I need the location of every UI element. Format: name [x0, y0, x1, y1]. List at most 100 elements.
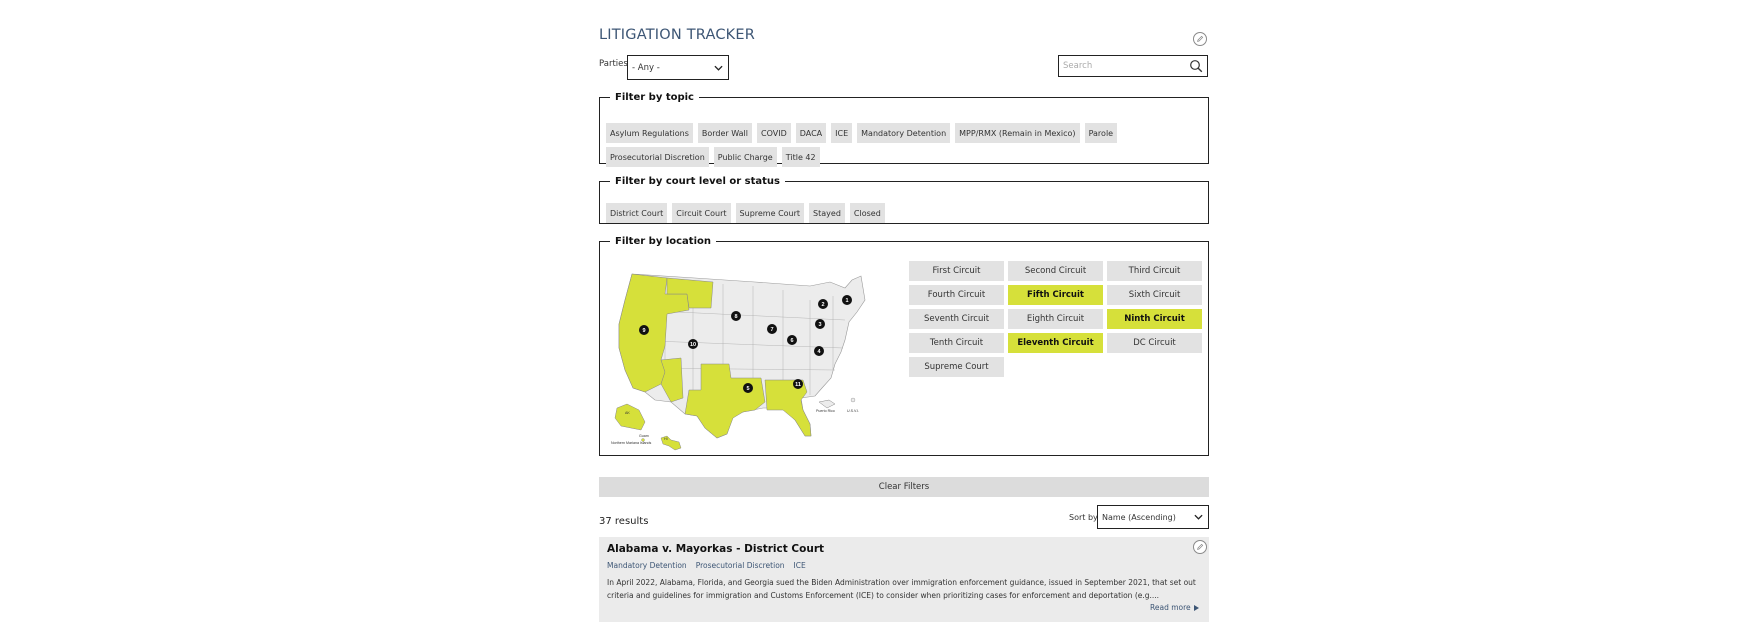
circuit-marker-10[interactable]: 10	[688, 339, 698, 349]
parties-select-value: - Any -	[632, 62, 660, 73]
map-label-nmi: Northern Mariana Islands	[611, 441, 652, 445]
circuit-button-fifth[interactable]: Fifth Circuit	[1008, 285, 1103, 305]
circuit-button-eighth[interactable]: Eighth Circuit	[1008, 309, 1103, 329]
circuit-buttons: First Circuit Second Circuit Third Circu…	[909, 261, 1202, 377]
topic-chip[interactable]: Asylum Regulations	[606, 123, 693, 143]
location-filter-legend: Filter by location	[615, 236, 711, 247]
court-chip[interactable]: Circuit Court	[672, 203, 731, 223]
chevron-down-icon	[1194, 514, 1203, 520]
circuit-marker-9-label: 9	[642, 328, 645, 334]
circuit-marker-9[interactable]: 9	[639, 325, 649, 335]
parties-label: Parties	[599, 59, 628, 69]
page-title: LITIGATION TRACKER	[599, 27, 755, 43]
pencil-icon[interactable]	[1193, 540, 1207, 554]
map-label-pr: Puerto Rico	[816, 409, 835, 413]
us-circuit-map[interactable]: AK Guam HI Northern Mariana Islands Puer…	[605, 260, 880, 463]
circuit-button-ninth[interactable]: Ninth Circuit	[1107, 309, 1202, 329]
sort-select-value: Name (Ascending)	[1102, 512, 1176, 522]
court-chip[interactable]: Stayed	[809, 203, 845, 223]
court-filter-legend: Filter by court level or status	[615, 176, 780, 187]
topic-chip[interactable]: Prosecutorial Discretion	[606, 147, 709, 167]
search-placeholder: Search	[1063, 61, 1093, 71]
map-usvi[interactable]	[850, 397, 856, 403]
circuit-marker-3[interactable]: 3	[815, 319, 825, 329]
map-hawaii[interactable]	[660, 435, 682, 451]
circuit-marker-6[interactable]: 6	[787, 335, 797, 345]
parties-select[interactable]: - Any -	[627, 55, 729, 80]
search-input[interactable]: Search	[1058, 55, 1208, 77]
circuit-marker-10-label: 10	[690, 342, 696, 348]
topic-chip[interactable]: DACA	[795, 123, 827, 143]
circuit-marker-7[interactable]: 7	[767, 324, 777, 334]
clear-filters-button[interactable]: Clear Filters	[599, 477, 1209, 497]
circuit-button-third[interactable]: Third Circuit	[1107, 261, 1202, 281]
card-tags: Mandatory Detention Prosecutorial Discre…	[607, 561, 806, 570]
topic-chip[interactable]: Mandatory Detention	[857, 123, 951, 143]
circuit-button-supreme-court[interactable]: Supreme Court	[909, 357, 1004, 377]
circuit-button-eleventh[interactable]: Eleventh Circuit	[1008, 333, 1103, 353]
court-chip[interactable]: Closed	[849, 203, 885, 223]
topic-chip[interactable]: Public Charge	[713, 147, 777, 167]
circuit-marker-1[interactable]: 1	[842, 295, 852, 305]
circuit-marker-8[interactable]: 8	[731, 311, 741, 321]
read-more-label: Read more	[1150, 603, 1191, 612]
circuit-marker-5[interactable]: 5	[743, 383, 753, 393]
card-title[interactable]: Alabama v. Mayorkas - District Court	[607, 543, 825, 555]
map-label-hi: HI	[664, 437, 668, 441]
sort-select[interactable]: Name (Ascending)	[1097, 505, 1209, 529]
map-eleventh-circuit[interactable]	[764, 379, 812, 437]
court-chip[interactable]: Supreme Court	[735, 203, 805, 223]
result-card[interactable]: Alabama v. Mayorkas - District Court Man…	[599, 537, 1209, 622]
topic-chip[interactable]: COVID	[757, 123, 791, 143]
circuit-marker-6-label: 6	[790, 338, 793, 344]
topic-chip[interactable]: Title 42	[781, 147, 820, 167]
topic-chip[interactable]: MPP/RMX (Remain in Mexico)	[955, 123, 1080, 143]
card-tag[interactable]: Mandatory Detention	[607, 561, 687, 570]
circuit-marker-2[interactable]: 2	[818, 299, 828, 309]
circuit-marker-11-label: 11	[795, 382, 801, 388]
circuit-marker-2-label: 2	[821, 302, 824, 308]
circuit-marker-5-label: 5	[746, 386, 749, 392]
circuit-button-first[interactable]: First Circuit	[909, 261, 1004, 281]
circuit-button-tenth[interactable]: Tenth Circuit	[909, 333, 1004, 353]
circuit-marker-4-label: 4	[817, 349, 821, 355]
circuit-marker-11[interactable]: 11	[793, 379, 803, 389]
circuit-button-second[interactable]: Second Circuit	[1008, 261, 1103, 281]
topic-filter: Filter by topic Asylum Regulations Borde…	[599, 92, 1209, 167]
circuit-marker-3-label: 3	[818, 322, 821, 328]
circuit-marker-4[interactable]: 4	[814, 346, 824, 356]
search-icon[interactable]	[1189, 59, 1203, 73]
map-puerto-rico[interactable]	[818, 399, 836, 409]
circuit-button-fourth[interactable]: Fourth Circuit	[909, 285, 1004, 305]
topic-chip[interactable]: Parole	[1084, 123, 1118, 143]
map-label-ak: AK	[625, 411, 630, 415]
litigation-tracker: LITIGATION TRACKER Parties - Any - Searc…	[598, 0, 1209, 622]
map-arizona[interactable]	[660, 357, 684, 403]
circuit-button-seventh[interactable]: Seventh Circuit	[909, 309, 1004, 329]
topic-filter-legend: Filter by topic	[615, 92, 694, 103]
circuit-button-dc[interactable]: DC Circuit	[1107, 333, 1202, 353]
circuit-button-sixth[interactable]: Sixth Circuit	[1107, 285, 1202, 305]
chevron-down-icon	[714, 65, 723, 71]
map-alaska[interactable]	[614, 403, 646, 431]
card-description: In April 2022, Alabama, Florida, and Geo…	[607, 578, 1196, 600]
card-tag[interactable]: Prosecutorial Discretion	[695, 561, 785, 570]
map-label-guam: Guam	[639, 434, 649, 438]
court-filter: Filter by court level or status District…	[599, 176, 1209, 224]
circuit-marker-1-label: 1	[845, 298, 848, 304]
pencil-icon[interactable]	[1193, 32, 1207, 46]
map-montana[interactable]	[666, 277, 714, 309]
results-count: 37 results	[599, 516, 649, 527]
map-guam[interactable]	[641, 438, 645, 442]
read-more-link[interactable]: Read more	[1150, 603, 1199, 612]
map-fifth-circuit[interactable]	[684, 363, 766, 439]
court-chip[interactable]: District Court	[606, 203, 668, 223]
circuit-marker-8-label: 8	[734, 314, 737, 320]
sort-label: Sort by	[1069, 513, 1098, 522]
topic-chip[interactable]: ICE	[831, 123, 853, 143]
map-label-usvi: U.S.V.I.	[847, 409, 859, 413]
topic-chip[interactable]: Border Wall	[697, 123, 752, 143]
triangle-right-icon	[1193, 604, 1199, 611]
card-tag[interactable]: ICE	[793, 561, 806, 570]
location-filter: Filter by location	[599, 236, 1209, 456]
